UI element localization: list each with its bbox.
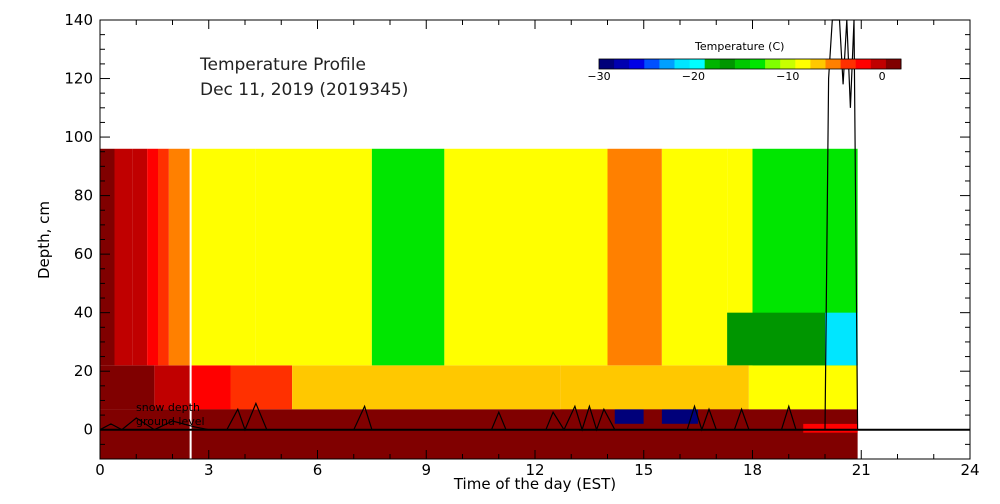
colorbar-ticks: −30 −20 −10 0 bbox=[587, 70, 885, 83]
air-temperature-cell bbox=[607, 148, 662, 366]
heatmap-layer bbox=[100, 148, 858, 459]
colorbar-tick-label: −30 bbox=[587, 70, 610, 83]
x-tick-label: 18 bbox=[743, 461, 762, 479]
colorbar-cell bbox=[885, 59, 902, 69]
colorbar-cell bbox=[599, 59, 615, 69]
x-tick-label: 24 bbox=[960, 461, 979, 479]
colorbar-cell bbox=[810, 59, 826, 69]
y-tick-label: 100 bbox=[64, 128, 93, 146]
y-tick-label: 140 bbox=[64, 11, 93, 29]
colorbar-cell bbox=[840, 59, 857, 69]
axis-layer: 0 3 6 9 12 15 18 21 24 0 20 40 60 80 100 120 140 bbox=[64, 11, 979, 479]
colorbar-cell bbox=[644, 59, 660, 69]
snow-temperature-cell bbox=[292, 365, 561, 410]
x-tick-label: 6 bbox=[313, 461, 323, 479]
x-tick-label: 12 bbox=[525, 461, 544, 479]
air-temperature-cell bbox=[661, 148, 728, 366]
y-axis-label: Depth, cm bbox=[35, 201, 53, 279]
y-tick-label: 120 bbox=[64, 70, 93, 88]
air-temperature-cell bbox=[535, 148, 608, 366]
air-temperature-cell bbox=[114, 148, 133, 366]
x-tick-label: 9 bbox=[421, 461, 431, 479]
colorbar-cells bbox=[598, 58, 902, 70]
colorbar-cell bbox=[659, 59, 675, 69]
ground-temperature-cell bbox=[803, 423, 858, 433]
chart-title: Temperature Profile bbox=[199, 55, 366, 75]
colorbar-cell bbox=[825, 59, 842, 69]
colorbar-cell bbox=[674, 59, 691, 69]
snow-temperature-cell bbox=[748, 365, 858, 410]
colorbar-cell bbox=[629, 59, 645, 69]
snow-temperature-cell bbox=[230, 365, 293, 410]
air-temperature-cell bbox=[100, 148, 115, 366]
y-tick-label: 60 bbox=[74, 245, 93, 263]
colorbar-tick-label: −20 bbox=[682, 70, 705, 83]
air-temperature-cell bbox=[168, 148, 191, 366]
snow-temperature-cell bbox=[190, 365, 231, 410]
ground-temperature-cell bbox=[643, 409, 662, 424]
ground-temperature-cell bbox=[560, 409, 615, 424]
colorbar-cell bbox=[689, 59, 706, 69]
air-temperature-cell bbox=[444, 148, 535, 366]
air-temperature-cell bbox=[825, 312, 858, 366]
y-tick-label: 80 bbox=[74, 187, 93, 205]
colorbar-cell bbox=[780, 59, 796, 69]
ground-temperature-cell bbox=[661, 409, 699, 424]
annotation-ground-level: ground level bbox=[136, 415, 205, 428]
colorbar-cell bbox=[855, 59, 872, 69]
colorbar-tick-label: 0 bbox=[879, 70, 886, 83]
colorbar-cell bbox=[870, 59, 887, 69]
colorbar-cell bbox=[750, 59, 766, 69]
annotation-snow-depth: snow depth bbox=[136, 401, 200, 414]
x-tick-label: 15 bbox=[634, 461, 653, 479]
colorbar-legend: Temperature (C) −30 −20 −10 0 bbox=[587, 40, 902, 83]
ground-temperature-cell bbox=[100, 409, 253, 424]
snow-depth-trace bbox=[99, 19, 859, 432]
colorbar-cell bbox=[795, 59, 811, 69]
air-temperature-cell bbox=[147, 148, 158, 366]
overlay-layer bbox=[99, 19, 970, 459]
y-tick-label: 20 bbox=[74, 362, 93, 380]
air-temperature-cell bbox=[132, 148, 148, 366]
y-tick-label: 0 bbox=[83, 421, 93, 439]
air-temperature-cell bbox=[255, 148, 372, 366]
x-axis-label: Time of the day (EST) bbox=[453, 475, 616, 493]
colorbar-frame bbox=[598, 58, 902, 70]
chart-subtitle: Dec 11, 2019 (2019345) bbox=[200, 80, 408, 100]
air-temperature-cell bbox=[727, 312, 825, 366]
colorbar-cell bbox=[765, 59, 781, 69]
colorbar-cell bbox=[614, 59, 630, 69]
colorbar-cell bbox=[734, 59, 751, 69]
air-temperature-cell bbox=[158, 148, 169, 366]
colorbar-cell bbox=[704, 59, 721, 69]
colorbar-cell bbox=[719, 59, 736, 69]
snow-temperature-cell bbox=[154, 365, 191, 410]
air-temperature-cell bbox=[190, 148, 256, 366]
x-tick-label: 0 bbox=[95, 461, 105, 479]
snow-temperature-cell bbox=[560, 365, 749, 410]
colorbar-title: Temperature (C) bbox=[694, 40, 784, 53]
x-tick-label: 21 bbox=[852, 461, 871, 479]
ground-temperature-cell bbox=[284, 423, 804, 433]
snow-temperature-cell bbox=[100, 365, 155, 410]
y-tick-label: 40 bbox=[74, 304, 93, 322]
air-temperature-cell bbox=[371, 148, 445, 366]
ground-temperature-cell bbox=[614, 409, 644, 424]
colorbar-tick-label: −10 bbox=[776, 70, 799, 83]
x-tick-label: 3 bbox=[204, 461, 214, 479]
